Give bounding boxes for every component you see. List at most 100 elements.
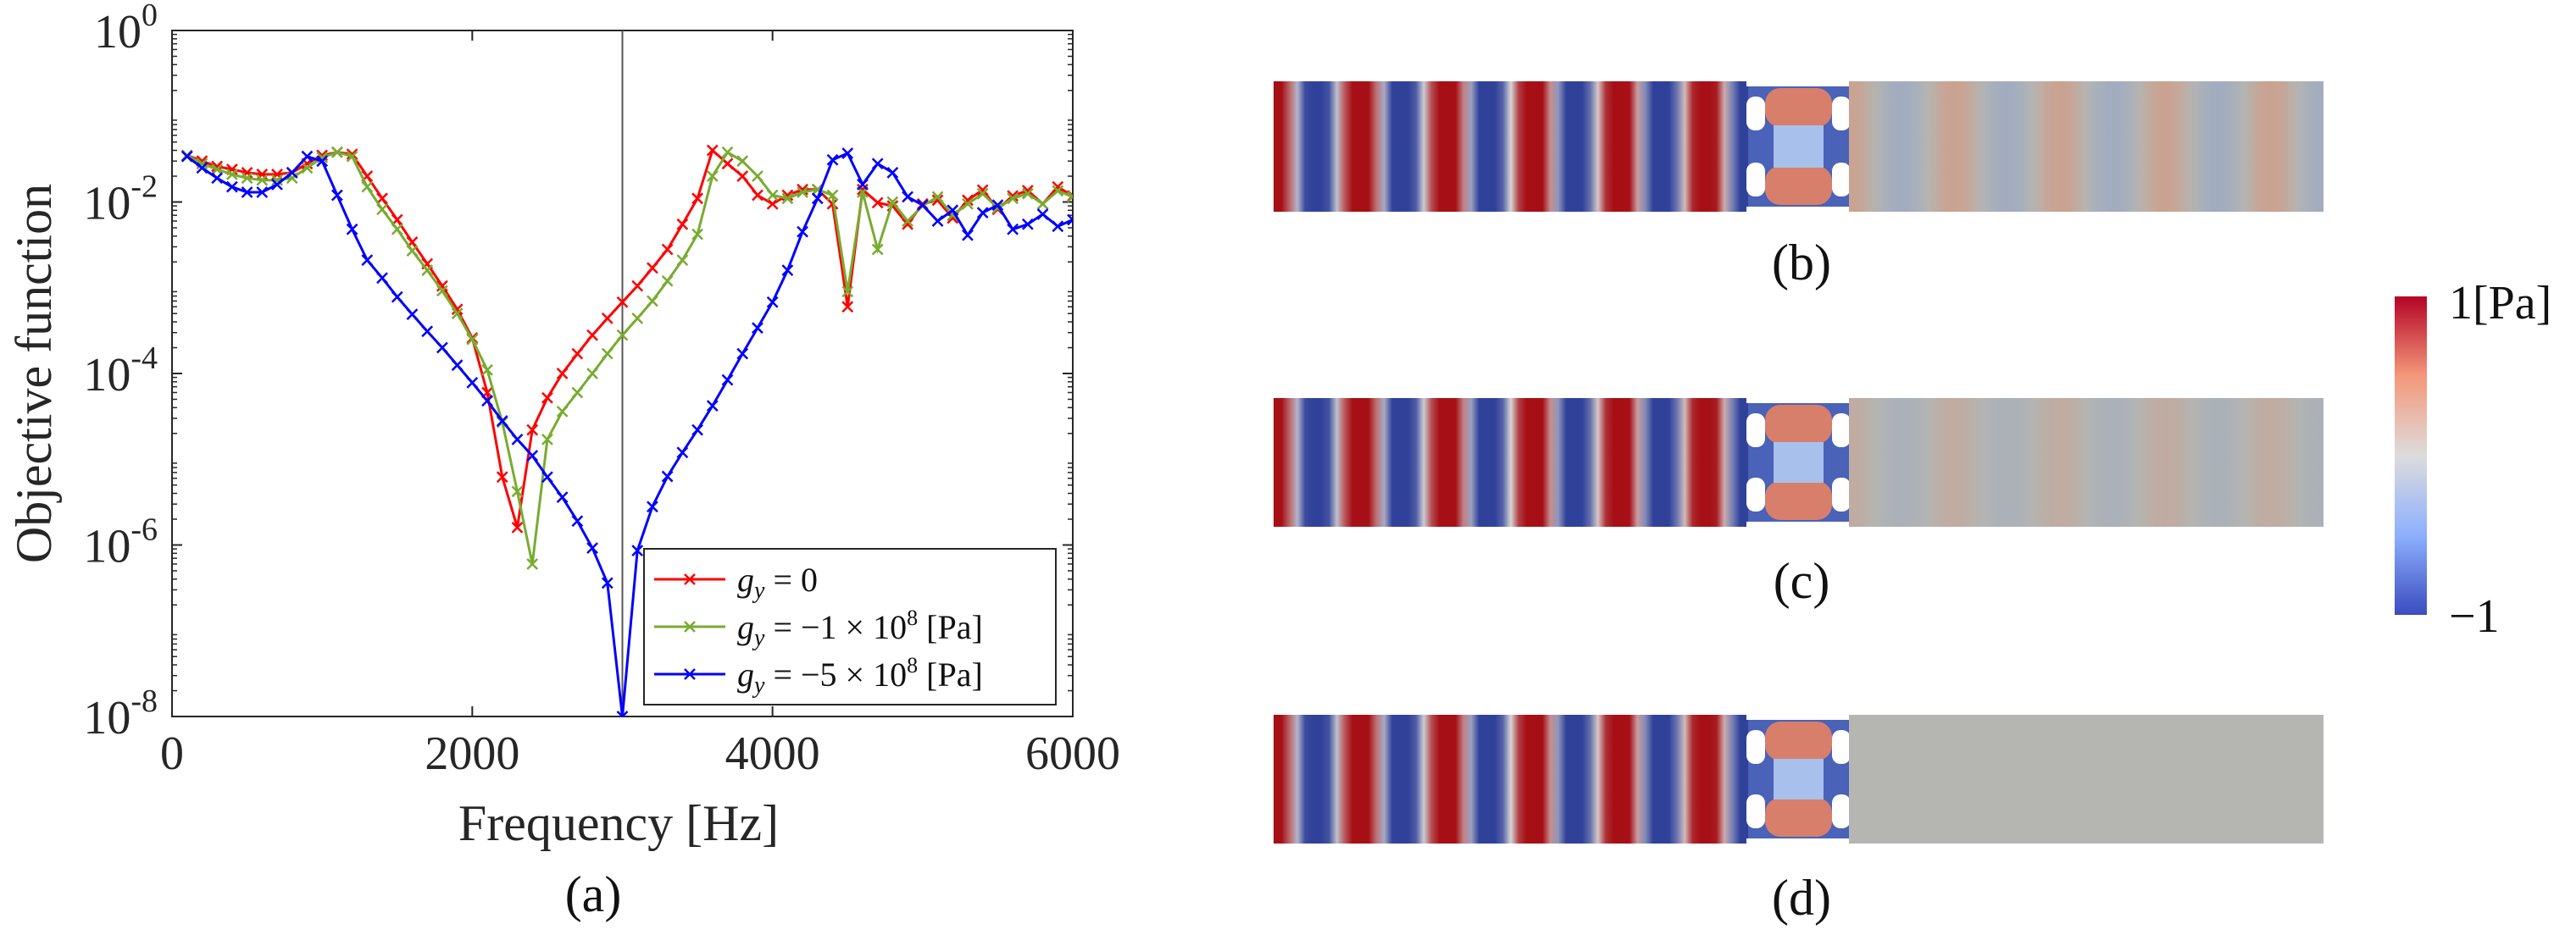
neck-gap: [1746, 713, 1851, 720]
data-point: [902, 215, 914, 227]
data-point: [871, 243, 884, 256]
data-point: [871, 158, 884, 170]
data-point: [766, 189, 779, 202]
data-point: [241, 186, 253, 198]
data-point: [766, 296, 779, 308]
data-point: [436, 285, 448, 297]
data-point: [1067, 191, 1073, 203]
notch: [1832, 413, 1851, 447]
resonator-neck: [1746, 80, 1851, 213]
data-point: [421, 264, 434, 276]
data-point: [556, 406, 569, 418]
notch: [1746, 478, 1765, 512]
data-point: [647, 262, 658, 274]
data-point: [616, 329, 629, 341]
legend: gy = 0gy = −1 × 108 [Pa]gy = −5 × 108 [P…: [643, 548, 1057, 705]
field-panel-2: (c): [1274, 396, 2323, 609]
data-point: [316, 155, 329, 168]
data-point: [586, 329, 598, 341]
data-point: [841, 301, 854, 313]
data-point: [661, 274, 674, 287]
data-point: [211, 172, 224, 185]
data-point: [1036, 208, 1049, 220]
data-point: [256, 174, 269, 186]
pressure-field-panels: (b) (c) (d): [1274, 80, 2323, 926]
legend-label: gy = −1 × 108 [Pa]: [737, 606, 983, 651]
data-point: [225, 180, 238, 193]
data-point: [1067, 213, 1073, 226]
data-point: [451, 307, 464, 320]
y-axis-ticks: 100 10-2 10-4 10-6 10-8: [83, 0, 1073, 744]
neck-bottom-lobe: [1765, 798, 1832, 837]
neck-gap: [1746, 80, 1851, 86]
notch: [1746, 730, 1765, 764]
legend-marker: [684, 668, 696, 680]
data-point: [376, 203, 388, 216]
data-point: [752, 189, 763, 202]
y-tick-label: 100: [94, 0, 158, 58]
data-point: [1007, 223, 1019, 235]
data-point: [556, 368, 569, 379]
data-point: [391, 290, 403, 303]
data-point: [661, 470, 674, 483]
duct-left: [1274, 81, 1748, 212]
data-point: [647, 295, 658, 307]
field-panel-3: (d): [1274, 713, 2323, 926]
data-point: [797, 225, 808, 238]
data-point: [286, 166, 298, 179]
data-point: [301, 162, 314, 174]
series-group: [180, 144, 1073, 716]
x-axis-label: Frequency [Hz]: [458, 795, 779, 851]
neck-top-lobe: [1765, 722, 1832, 761]
x-axis-ticks: 0 2000 4000 6000: [160, 30, 1120, 780]
data-point: [857, 178, 869, 191]
neck-bottom-lobe: [1765, 481, 1832, 520]
data-point: [931, 191, 944, 203]
colorbar-bar: [2395, 296, 2427, 615]
data-point: [391, 223, 403, 235]
data-point: [601, 312, 613, 324]
data-point: [361, 180, 374, 193]
data-point: [436, 279, 448, 292]
data-point: [496, 415, 508, 427]
notch: [1832, 163, 1851, 196]
data-point: [826, 153, 839, 166]
data-point: [931, 194, 944, 207]
data-point: [301, 150, 314, 163]
data-point: [706, 144, 719, 157]
duct-right: [1849, 81, 2323, 212]
notch: [1832, 478, 1851, 512]
data-point: [496, 471, 508, 484]
neck-top-lobe: [1765, 405, 1832, 444]
data-point: [736, 170, 749, 182]
data-point: [631, 312, 644, 324]
data-point: [556, 491, 569, 504]
data-point: [676, 254, 689, 267]
legend-marker: [684, 621, 696, 633]
data-point: [361, 254, 374, 267]
resonator-neck: [1746, 713, 1851, 845]
data-point: [691, 423, 703, 436]
data-point: [1021, 187, 1034, 200]
field-panel-1: (b): [1274, 80, 2323, 290]
data-point: [931, 215, 944, 227]
data-point: [857, 183, 869, 196]
data-point: [481, 395, 493, 407]
data-point: [466, 333, 479, 346]
data-point: [601, 347, 613, 360]
data-point: [330, 189, 343, 202]
data-point: [451, 303, 464, 316]
data-point: [225, 168, 238, 180]
data-point: [511, 434, 524, 445]
legend-label: gy = 0: [737, 561, 818, 604]
duct-right: [1849, 398, 2323, 527]
x-tick-label: 2000: [425, 728, 519, 780]
data-point: [406, 308, 419, 321]
neck-gap: [1746, 838, 1851, 845]
neck-gap: [1746, 396, 1851, 403]
data-point: [976, 207, 989, 219]
data-point: [676, 218, 689, 230]
y-axis-label: Objective function: [6, 184, 62, 563]
data-point: [271, 174, 283, 186]
data-point: [781, 192, 794, 205]
